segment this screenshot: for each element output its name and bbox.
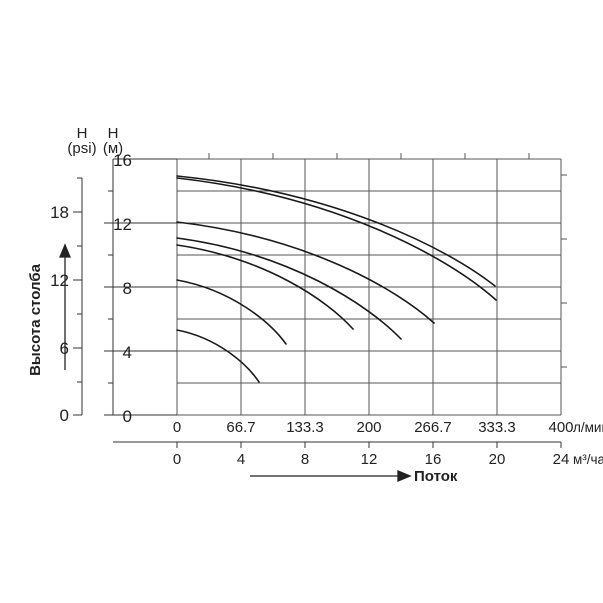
svg-text:333.3: 333.3 <box>478 419 516 436</box>
svg-text:6: 6 <box>60 339 69 358</box>
svg-text:0: 0 <box>123 407 132 426</box>
svg-text:200: 200 <box>356 419 381 436</box>
svg-text:Поток: Поток <box>414 468 458 485</box>
svg-text:(м): (м) <box>103 140 123 157</box>
svg-text:м³/час: м³/час <box>573 452 603 467</box>
svg-text:0: 0 <box>60 406 69 425</box>
svg-text:0: 0 <box>173 419 181 436</box>
svg-text:20: 20 <box>489 451 506 468</box>
svg-text:8: 8 <box>301 451 309 468</box>
svg-text:16: 16 <box>425 451 442 468</box>
svg-text:12: 12 <box>113 215 132 234</box>
svg-text:400: 400 <box>548 419 573 436</box>
svg-text:Высота столба: Высота столба <box>27 263 44 376</box>
svg-text:133.3: 133.3 <box>286 419 324 436</box>
svg-text:л/мин: л/мин <box>573 420 603 435</box>
svg-text:4: 4 <box>123 343 132 362</box>
svg-text:12: 12 <box>50 271 69 290</box>
svg-text:8: 8 <box>123 279 132 298</box>
svg-text:266.7: 266.7 <box>414 419 452 436</box>
svg-text:(psi): (psi) <box>67 140 96 157</box>
svg-text:4: 4 <box>237 451 245 468</box>
svg-text:24: 24 <box>553 451 570 468</box>
svg-text:0: 0 <box>173 451 181 468</box>
svg-text:12: 12 <box>361 451 378 468</box>
svg-text:18: 18 <box>50 203 69 222</box>
svg-text:66.7: 66.7 <box>226 419 255 436</box>
